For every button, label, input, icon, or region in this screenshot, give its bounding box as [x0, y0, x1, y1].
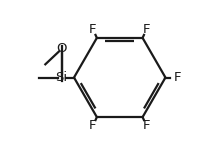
Text: O: O	[56, 42, 67, 55]
Text: F: F	[143, 23, 150, 36]
Text: Si: Si	[55, 71, 68, 84]
Text: F: F	[89, 23, 97, 36]
Text: F: F	[143, 119, 150, 132]
Text: F: F	[173, 71, 181, 84]
Text: F: F	[89, 119, 97, 132]
